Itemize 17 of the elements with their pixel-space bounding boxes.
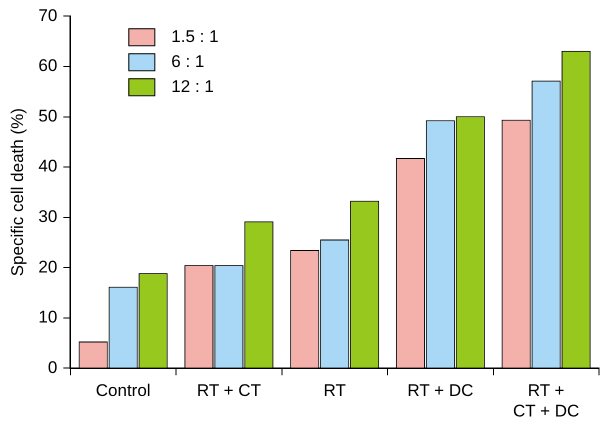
x-tick-label: RT + CT + DC: [512, 381, 580, 420]
x-tick-label: RT: [323, 381, 346, 400]
y-tick-label: 0: [48, 358, 58, 377]
y-tick-label: 20: [38, 257, 58, 276]
x-tick-label: Control: [96, 381, 151, 400]
y-tick-label: 40: [38, 156, 58, 176]
x-tick-label: RT + DC: [407, 381, 474, 400]
legend-label: 12 : 1: [171, 76, 214, 96]
legend-label: 6 : 1: [171, 52, 204, 71]
y-tick-label: 50: [38, 106, 58, 126]
y-tick-label: 60: [38, 56, 58, 76]
y-axis-title: Specific cell death (%): [8, 108, 27, 276]
y-tick-label: 70: [38, 6, 58, 25]
legend-label: 1.5 : 1: [171, 26, 219, 46]
x-tick-label: RT + CT: [196, 381, 261, 400]
y-tick-label: 30: [38, 207, 58, 226]
y-tick-label: 10: [38, 308, 58, 327]
